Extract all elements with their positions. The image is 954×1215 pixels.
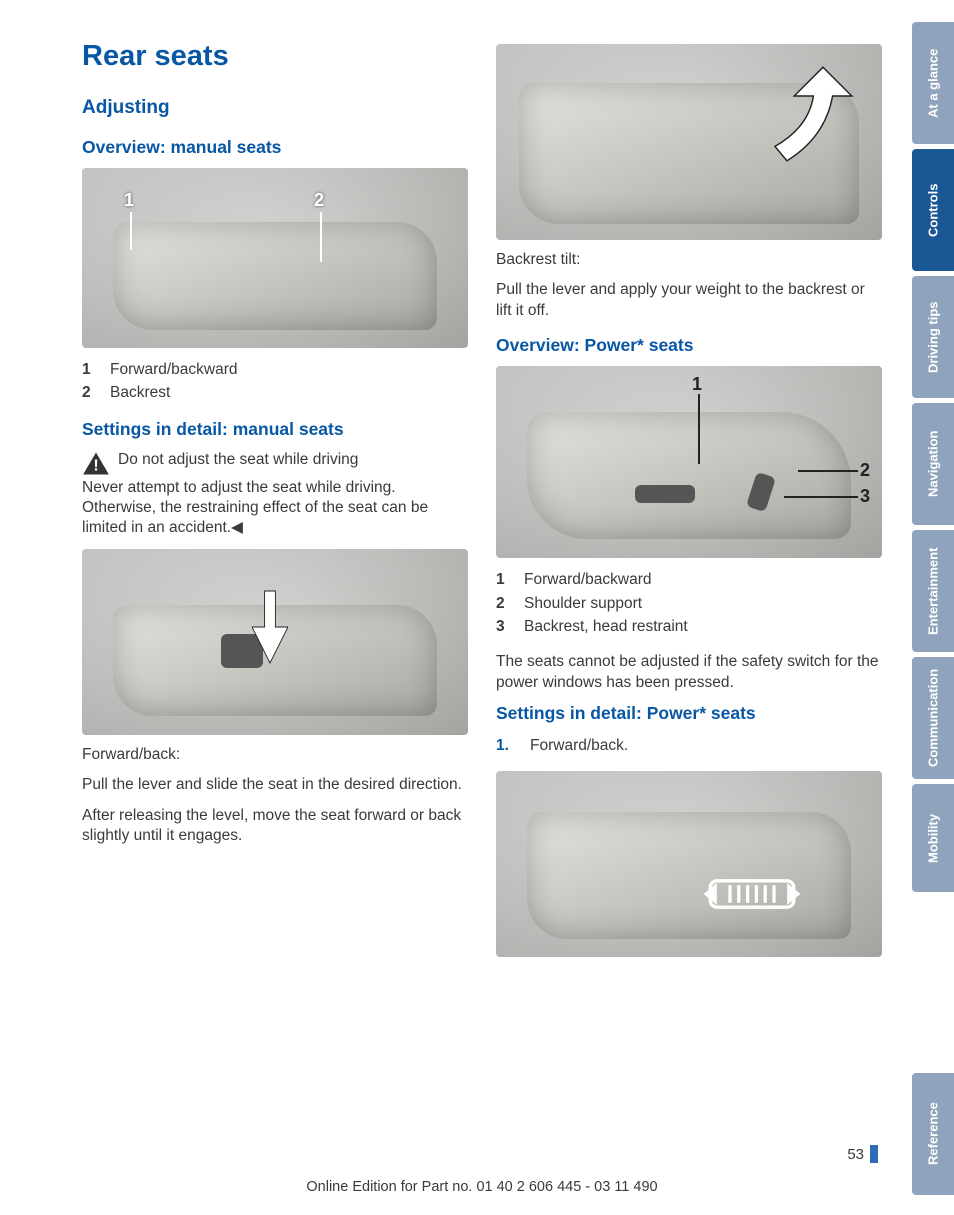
manual-legend-list: 1 Forward/backward 2 Backrest xyxy=(82,358,468,405)
list-item: 1 Forward/backward xyxy=(82,358,468,381)
arrow-icon xyxy=(739,60,859,180)
step-number: 1. xyxy=(496,734,516,757)
tab-driving-tips[interactable]: Driving tips xyxy=(912,276,954,398)
warning-block: Do not adjust the seat while driving Nev… xyxy=(82,450,468,539)
warning-icon xyxy=(82,452,110,476)
page-title: Rear seats xyxy=(82,40,468,73)
section-heading: Adjusting xyxy=(82,97,468,119)
backrest-tilt-body: Pull the lever and apply your weight to … xyxy=(496,280,882,321)
power-legend-list: 1 Forward/backward 2 Shoulder support 3 … xyxy=(496,568,882,638)
list-label: Backrest, head restraint xyxy=(524,615,688,638)
list-number: 2 xyxy=(82,381,96,404)
list-item: 2 Shoulder support xyxy=(496,592,882,615)
warning-body: Never attempt to adjust the seat while d… xyxy=(82,479,428,537)
tab-navigation[interactable]: Navigation xyxy=(912,403,954,525)
forward-back-text: Pull the lever and slide the seat in the… xyxy=(82,775,468,795)
power-forwardback-figure xyxy=(496,771,882,957)
tab-mobility[interactable]: Mobility xyxy=(912,784,954,892)
backrest-tilt-label: Backrest tilt: xyxy=(496,250,882,270)
list-item: 1 Forward/backward xyxy=(496,568,882,591)
forward-back-label: Forward/back: xyxy=(82,745,468,765)
list-item: 2 Backrest xyxy=(82,381,468,404)
manual-overview-figure: 1 2 xyxy=(82,168,468,348)
power-overview-heading: Overview: Power* seats xyxy=(496,335,882,356)
footer-text: Online Edition for Part no. 01 40 2 606 … xyxy=(82,1167,882,1195)
callout-number: 2 xyxy=(860,460,870,481)
list-label: Backrest xyxy=(110,381,170,404)
list-label: Forward/backward xyxy=(524,568,652,591)
callout-number: 3 xyxy=(860,486,870,507)
list-number: 1 xyxy=(82,358,96,381)
arrow-icon xyxy=(252,582,288,672)
page-number-marker xyxy=(870,1145,878,1163)
callout-number: 2 xyxy=(314,190,324,211)
power-note: The seats cannot be adjusted if the safe… xyxy=(496,652,882,693)
power-overview-figure: 1 2 3 xyxy=(496,366,882,558)
list-number: 1 xyxy=(496,568,510,591)
callout-number: 1 xyxy=(124,190,134,211)
list-number: 2 xyxy=(496,592,510,615)
manual-forwardback-figure xyxy=(82,549,468,735)
tab-communication[interactable]: Communication xyxy=(912,657,954,779)
list-item: 3 Backrest, head restraint xyxy=(496,615,882,638)
tab-reference[interactable]: Reference xyxy=(912,1073,954,1195)
manual-overview-heading: Overview: manual seats xyxy=(82,137,468,158)
backrest-tilt-figure xyxy=(496,44,882,240)
power-detail-heading: Settings in detail: Power* seats xyxy=(496,703,882,724)
side-tabs: At a glance Controls Driving tips Naviga… xyxy=(912,0,954,1215)
tab-controls[interactable]: Controls xyxy=(912,149,954,271)
manual-detail-heading: Settings in detail: manual seats xyxy=(82,419,468,440)
list-label: Shoulder support xyxy=(524,592,642,615)
list-item: 1. Forward/back. xyxy=(496,734,882,757)
page-number: 53 xyxy=(82,1145,882,1163)
callout-number: 1 xyxy=(692,374,702,395)
power-steps: 1. Forward/back. xyxy=(496,734,882,757)
forward-back-text2: After releasing the level, move the seat… xyxy=(82,806,468,847)
list-number: 3 xyxy=(496,615,510,638)
list-label: Forward/backward xyxy=(110,358,238,381)
tab-entertainment[interactable]: Entertainment xyxy=(912,530,954,652)
switch-icon xyxy=(697,872,807,916)
tab-at-a-glance[interactable]: At a glance xyxy=(912,22,954,144)
warning-title: Do not adjust the seat while driving xyxy=(118,450,358,470)
step-label: Forward/back. xyxy=(530,734,628,757)
